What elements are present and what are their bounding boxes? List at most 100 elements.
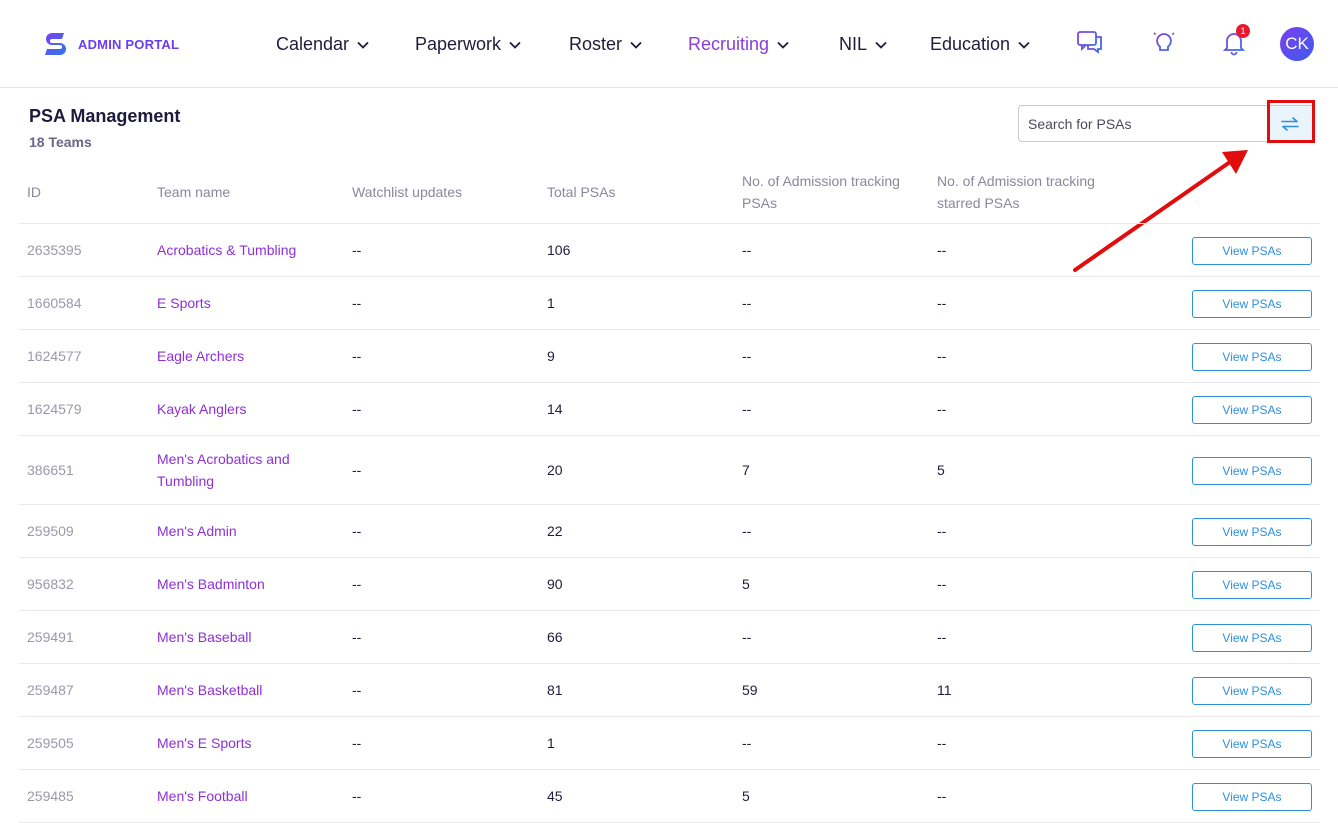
row-admission-starred: --	[937, 523, 947, 539]
nav-paperwork[interactable]: Paperwork	[415, 34, 521, 55]
row-team-name[interactable]: Men's Basketball	[157, 682, 263, 698]
row-id: 2635395	[27, 242, 82, 258]
row-admission-tracking: 7	[742, 462, 750, 478]
lightbulb-icon[interactable]	[1150, 28, 1178, 56]
notification-badge: 1	[1236, 24, 1250, 38]
row-id: 1660584	[27, 295, 82, 311]
row-admission-tracking: --	[742, 523, 752, 539]
row-id: 386651	[27, 462, 74, 478]
view-psas-button[interactable]: View PSAs	[1192, 395, 1312, 424]
row-total-psas: 1	[547, 295, 555, 311]
row-team-name[interactable]: E Sports	[157, 295, 211, 311]
row-total-psas: 14	[547, 401, 563, 417]
row-admission-starred: --	[937, 295, 947, 311]
column-header-team-name: Team name	[157, 184, 231, 200]
row-watchlist: --	[352, 735, 362, 751]
table-header: ID Team name Watchlist updates Total PSA…	[19, 160, 1320, 224]
chevron-down-icon	[357, 41, 369, 49]
view-psas-button[interactable]: View PSAs	[1192, 342, 1312, 371]
nav-education[interactable]: Education	[930, 34, 1030, 55]
top-navigation-bar: ADMIN PORTAL Calendar Paperwork Roster R…	[0, 0, 1338, 88]
nav-education-label: Education	[930, 34, 1011, 54]
logo[interactable]: ADMIN PORTAL	[44, 31, 179, 57]
view-psas-button[interactable]: View PSAs	[1192, 236, 1312, 265]
row-team-name[interactable]: Eagle Archers	[157, 348, 245, 364]
view-psas-button[interactable]: View PSAs	[1192, 517, 1312, 546]
table-row: 956832 Men's Badminton -- 90 5 -- View PSAs	[19, 558, 1320, 611]
team-count: 18 Teams	[29, 134, 92, 150]
row-id: 259491	[27, 629, 74, 645]
chevron-down-icon	[509, 41, 521, 49]
view-psas-button[interactable]: View PSAs	[1192, 456, 1312, 485]
row-team-name[interactable]: Men's Acrobatics and Tumbling	[157, 451, 290, 489]
row-watchlist: --	[352, 682, 362, 698]
row-total-psas: 9	[547, 348, 555, 364]
logo-text: ADMIN PORTAL	[78, 36, 180, 52]
row-id: 956832	[27, 576, 74, 592]
search-input[interactable]	[1019, 106, 1267, 141]
view-psas-button[interactable]: View PSAs	[1192, 729, 1312, 758]
row-total-psas: 106	[547, 242, 571, 258]
row-team-name[interactable]: Men's Badminton	[157, 576, 265, 592]
row-team-name[interactable]: Men's E Sports	[157, 735, 252, 751]
row-team-name[interactable]: Men's Football	[157, 788, 248, 804]
row-admission-tracking: --	[742, 735, 752, 751]
table-row: 1624579 Kayak Anglers -- 14 -- -- View PSAs	[19, 383, 1320, 436]
view-psas-button[interactable]: View PSAs	[1192, 676, 1312, 705]
column-header-watchlist: Watchlist updates	[352, 184, 462, 200]
table-body: 2635395 Acrobatics & Tumbling -- 106 -- -- Vie…	[19, 224, 1320, 823]
view-psas-button[interactable]: View PSAs	[1192, 782, 1312, 811]
view-psas-button[interactable]: View PSAs	[1192, 623, 1312, 652]
row-admission-tracking: 59	[742, 682, 758, 698]
avatar[interactable]: CK	[1280, 27, 1314, 61]
swap-button[interactable]	[1267, 106, 1313, 141]
row-id: 259487	[27, 682, 74, 698]
nav-nil[interactable]: NIL	[839, 34, 887, 55]
chevron-down-icon	[875, 41, 887, 49]
row-team-name[interactable]: Acrobatics & Tumbling	[157, 242, 297, 258]
bell-icon[interactable]: 1	[1220, 24, 1250, 56]
chat-icon[interactable]	[1076, 28, 1104, 56]
psa-table: ID Team name Watchlist updates Total PSA…	[19, 160, 1320, 823]
view-psas-button[interactable]: View PSAs	[1192, 570, 1312, 599]
column-header-admission-tracking: No. of Admission tracking PSAs	[742, 173, 900, 211]
row-id: 1624577	[27, 348, 82, 364]
row-admission-tracking: 5	[742, 576, 750, 592]
row-watchlist: --	[352, 401, 362, 417]
row-total-psas: 45	[547, 788, 563, 804]
row-admission-starred: --	[937, 629, 947, 645]
nav-recruiting[interactable]: Recruiting	[688, 34, 789, 55]
row-admission-starred: --	[937, 788, 947, 804]
chevron-down-icon	[630, 41, 642, 49]
row-admission-starred: 5	[937, 462, 945, 478]
row-admission-tracking: 5	[742, 788, 750, 804]
table-row: 259487 Men's Basketball -- 81 59 11 View PSAs	[19, 664, 1320, 717]
table-row: 259491 Men's Baseball -- 66 -- -- View PSAs	[19, 611, 1320, 664]
nav-roster-label: Roster	[569, 34, 623, 54]
row-watchlist: --	[352, 462, 362, 478]
row-admission-starred: 11	[937, 682, 952, 698]
nav-calendar-label: Calendar	[276, 34, 350, 54]
row-team-name[interactable]: Men's Admin	[157, 523, 237, 539]
nav-calendar[interactable]: Calendar	[276, 34, 369, 55]
row-team-name[interactable]: Kayak Anglers	[157, 401, 247, 417]
row-id: 259509	[27, 523, 74, 539]
row-watchlist: --	[352, 242, 362, 258]
table-row: 259509 Men's Admin -- 22 -- -- View PSAs	[19, 505, 1320, 558]
row-watchlist: --	[352, 348, 362, 364]
row-watchlist: --	[352, 295, 362, 311]
nav-roster[interactable]: Roster	[569, 34, 642, 55]
row-watchlist: --	[352, 576, 362, 592]
row-watchlist: --	[352, 629, 362, 645]
row-admission-starred: --	[937, 735, 947, 751]
table-row: 259505 Men's E Sports -- 1 -- -- View PSAs	[19, 717, 1320, 770]
row-admission-tracking: --	[742, 629, 752, 645]
row-total-psas: 20	[547, 462, 563, 478]
row-watchlist: --	[352, 788, 362, 804]
row-total-psas: 22	[547, 523, 563, 539]
view-psas-button[interactable]: View PSAs	[1192, 289, 1312, 318]
search-box	[1018, 105, 1314, 142]
row-team-name[interactable]: Men's Baseball	[157, 629, 252, 645]
row-total-psas: 66	[547, 629, 563, 645]
row-id: 259485	[27, 788, 74, 804]
